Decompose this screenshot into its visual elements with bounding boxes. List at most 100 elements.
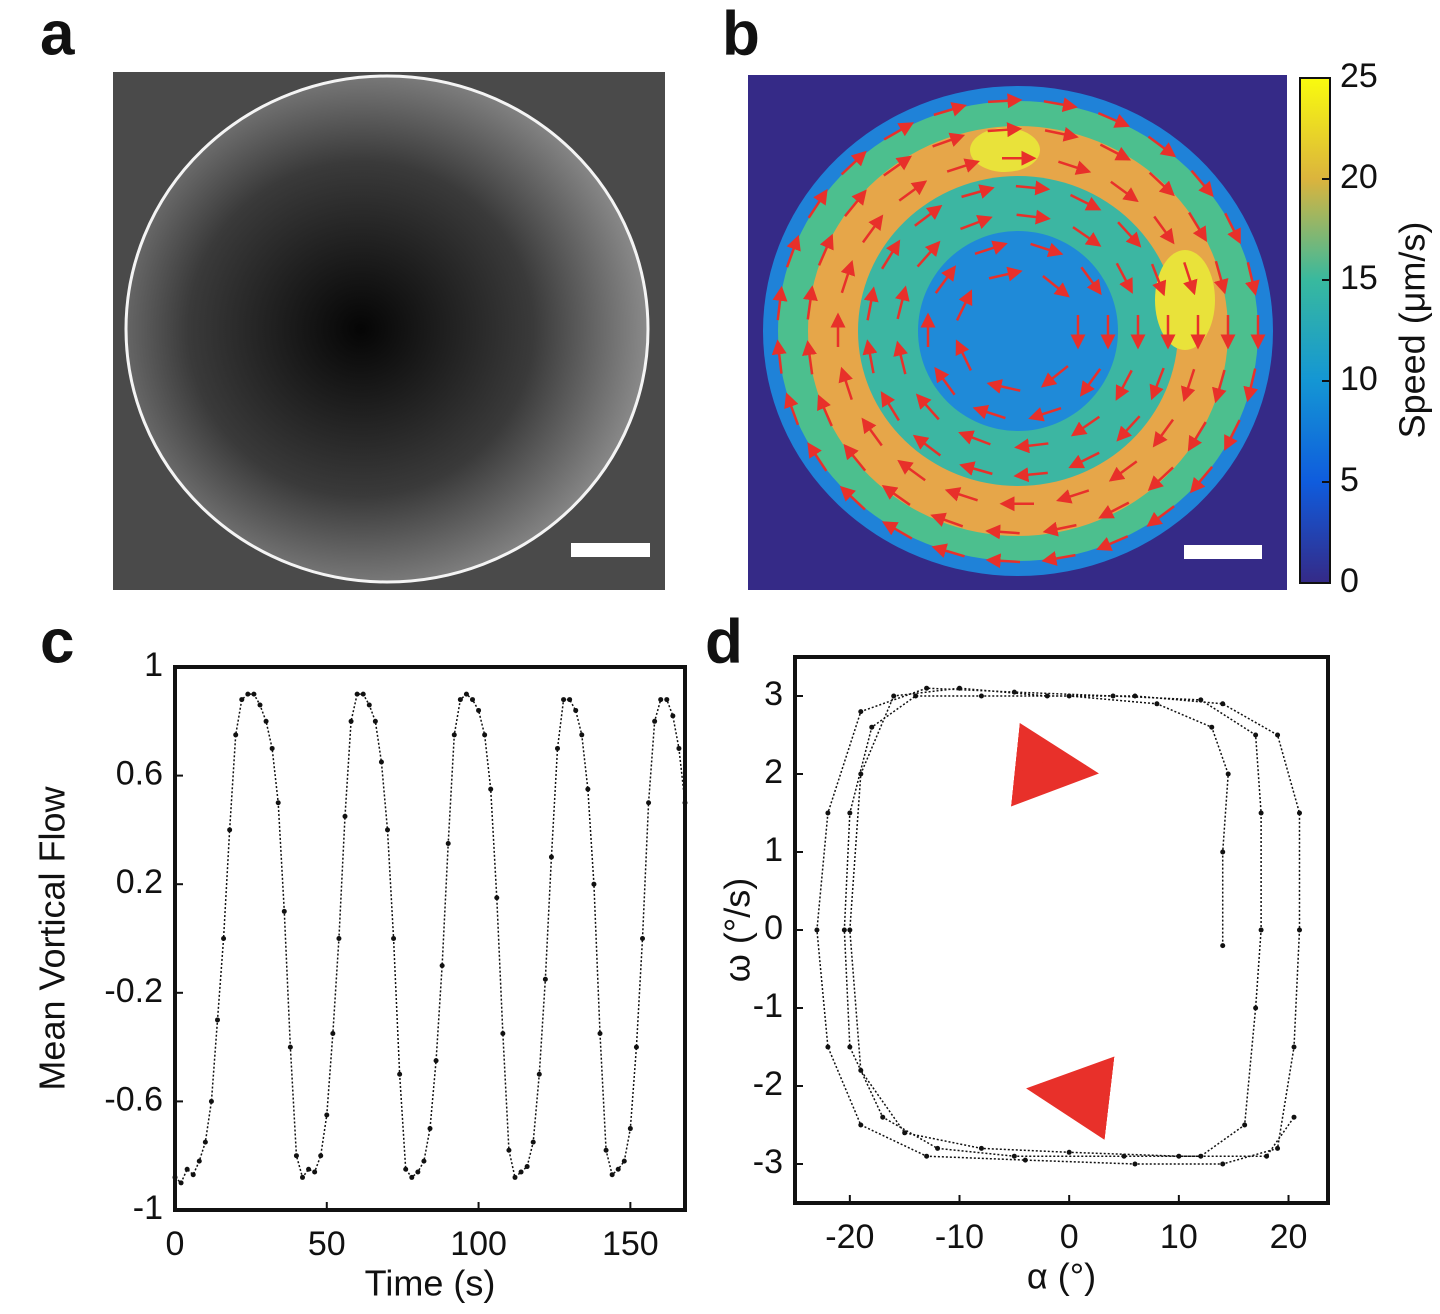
flow-arrow [1041,551,1076,566]
axes-frame [173,665,687,1212]
data-point [336,936,342,941]
data-point [251,691,257,697]
data-point [488,786,494,792]
flow-arrow [972,404,1006,420]
data-point [1132,693,1138,699]
flow-arrow [960,215,993,231]
data-point [1198,1153,1204,1159]
flow-arrow [893,340,908,375]
data-point [814,927,820,933]
flow-arrow [807,442,828,472]
flow-arrow [915,393,940,421]
flow-arrow [987,93,1023,109]
x-tick-label: 0 [166,1225,185,1263]
data-point [1258,927,1264,933]
flow-arrow [772,285,788,321]
data-point [524,1164,530,1170]
data-point [1022,1157,1028,1163]
flow-arrow [897,459,926,482]
data-point [239,697,245,703]
flow-arrow [1079,368,1102,397]
data-point [324,1112,330,1118]
flow-arrow [1190,169,1214,198]
flow-arrow [1224,419,1241,451]
flow-arrow [1212,369,1227,404]
flow-arrow [803,285,818,320]
data-point [640,936,645,941]
data-point [190,1172,196,1178]
flow-arrow [1245,262,1260,296]
flow-arrow [1070,415,1101,437]
data-point [670,713,676,719]
flow-arrow [1097,111,1131,128]
data-point [512,1174,518,1180]
data-point [439,963,445,969]
flow-arrow [944,487,978,502]
data-point [1291,1044,1297,1050]
flow-arrow [1042,275,1070,298]
data-point [208,1098,214,1104]
flow-arrow [807,188,828,219]
x-tick-label: 50 [308,1225,346,1263]
data-point [1220,1161,1226,1167]
data-point [913,693,919,699]
data-point [579,732,585,738]
data-point [1291,1114,1297,1120]
data-point [421,1158,427,1164]
flow-arrow [986,379,1021,394]
flow-arrow [1056,489,1090,504]
flow-arrow [1015,180,1051,196]
data-point [1264,1153,1270,1159]
data-point [682,800,688,806]
data-point [1275,732,1281,738]
y-tick-label: 0.2 [116,863,163,901]
flow-arrow [985,524,1020,540]
data-point [360,691,366,697]
data-point [615,1166,621,1172]
data-point [1296,927,1302,933]
data-point [463,691,469,697]
data-point [585,786,591,792]
flow-arrow [955,339,973,371]
panel-label: a [40,0,75,68]
y-tick-label: 1 [764,831,783,869]
data-point [178,1180,184,1186]
flow-arrow [817,233,834,266]
data-point [676,745,682,751]
flow-arrow [1080,266,1102,296]
colorbar-tick-label: 5 [1340,461,1359,499]
data-point [542,976,548,982]
data-point [1220,849,1226,855]
flow-arrow [880,391,900,422]
data-point [957,685,963,691]
flow-arrow [1213,260,1229,295]
flow-arrow [987,122,1023,138]
flow-arrow [1016,209,1051,225]
data-point [1253,732,1259,738]
flow-arrow [883,155,913,177]
data-point [202,1139,208,1145]
flow-arrow [1096,535,1129,551]
data-point [548,854,554,860]
data-point [415,1169,421,1175]
flow-arrow [931,543,965,558]
data-point [257,702,263,708]
data-point [1198,697,1204,703]
flow-arrow [916,240,941,268]
y-tick-label: 0.6 [116,755,163,793]
flow-arrow [817,394,833,427]
panel-label: c [40,607,74,676]
flow-arrow [1040,365,1069,388]
data-point [293,1153,299,1159]
y-tick-label: 0 [764,909,783,947]
data-point [652,718,658,724]
data-point [825,810,831,816]
data-point [409,1174,415,1180]
flow-arrow [934,366,956,396]
x-tick-label: 10 [1160,1218,1198,1256]
data-point [1121,1153,1127,1159]
panel-label: b [722,0,760,68]
data-point [245,691,251,697]
data-point [330,1031,336,1037]
